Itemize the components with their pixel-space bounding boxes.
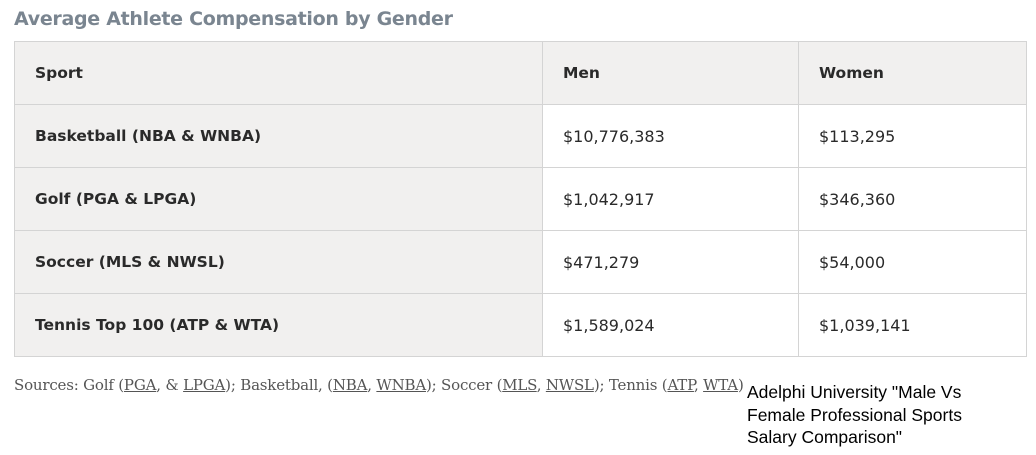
sport-cell: Golf (PGA & LPGA) bbox=[14, 167, 543, 231]
source-link-pga[interactable]: PGA bbox=[123, 376, 157, 394]
table-row: Tennis Top 100 (ATP & WTA) $1,589,024 $1… bbox=[14, 293, 1027, 357]
sources-separator: , & bbox=[156, 376, 184, 394]
men-value-cell: $10,776,383 bbox=[542, 104, 799, 168]
sources-note: Sources: Golf (PGA, & LPGA); Basketball,… bbox=[14, 376, 744, 394]
table-row: Basketball (NBA & WNBA) $10,776,383 $113… bbox=[14, 104, 1027, 168]
women-value-cell: $113,295 bbox=[798, 104, 1027, 168]
men-value-cell: $1,042,917 bbox=[542, 167, 799, 231]
source-link-lpga[interactable]: LPGA bbox=[183, 376, 226, 394]
women-value-cell: $1,039,141 bbox=[798, 293, 1027, 357]
sources-tennis-label: ); Tennis ( bbox=[593, 376, 668, 394]
table-row: Golf (PGA & LPGA) $1,042,917 $346,360 bbox=[14, 167, 1027, 231]
men-value-cell: $1,589,024 bbox=[542, 293, 799, 357]
source-link-nba[interactable]: NBA bbox=[332, 376, 368, 394]
sport-cell: Basketball (NBA & WNBA) bbox=[14, 104, 543, 168]
citation-caption: Adelphi University "Male Vs Female Profe… bbox=[747, 382, 962, 447]
table-row: Soccer (MLS & NWSL) $471,279 $54,000 bbox=[14, 230, 1027, 294]
column-header-women: Women bbox=[798, 41, 1027, 105]
sources-separator: , bbox=[536, 376, 546, 394]
men-value-cell: $471,279 bbox=[542, 230, 799, 294]
compensation-table: Sport Men Women Basketball (NBA & WNBA) … bbox=[14, 41, 1027, 357]
source-link-atp[interactable]: ATP bbox=[667, 376, 694, 394]
source-link-mls[interactable]: MLS bbox=[502, 376, 537, 394]
sources-separator: , bbox=[367, 376, 377, 394]
sport-cell: Soccer (MLS & NWSL) bbox=[14, 230, 543, 294]
women-value-cell: $346,360 bbox=[798, 167, 1027, 231]
table-header-row: Sport Men Women bbox=[14, 41, 1027, 105]
sources-soccer-label: ); Soccer ( bbox=[425, 376, 503, 394]
sources-basketball-label: ); Basketball, ( bbox=[225, 376, 333, 394]
sources-prefix: Sources: Golf ( bbox=[14, 376, 124, 394]
column-header-sport: Sport bbox=[14, 41, 543, 105]
source-link-wta[interactable]: WTA bbox=[703, 376, 738, 394]
source-link-wnba[interactable]: WNBA bbox=[376, 376, 426, 394]
women-value-cell: $54,000 bbox=[798, 230, 1027, 294]
sport-cell: Tennis Top 100 (ATP & WTA) bbox=[14, 293, 543, 357]
sources-separator: , bbox=[693, 376, 704, 394]
sources-suffix: ) bbox=[737, 376, 744, 394]
source-link-nwsl[interactable]: NWSL bbox=[545, 376, 594, 394]
chart-title: Average Athlete Compensation by Gender bbox=[14, 8, 453, 30]
column-header-men: Men bbox=[542, 41, 799, 105]
